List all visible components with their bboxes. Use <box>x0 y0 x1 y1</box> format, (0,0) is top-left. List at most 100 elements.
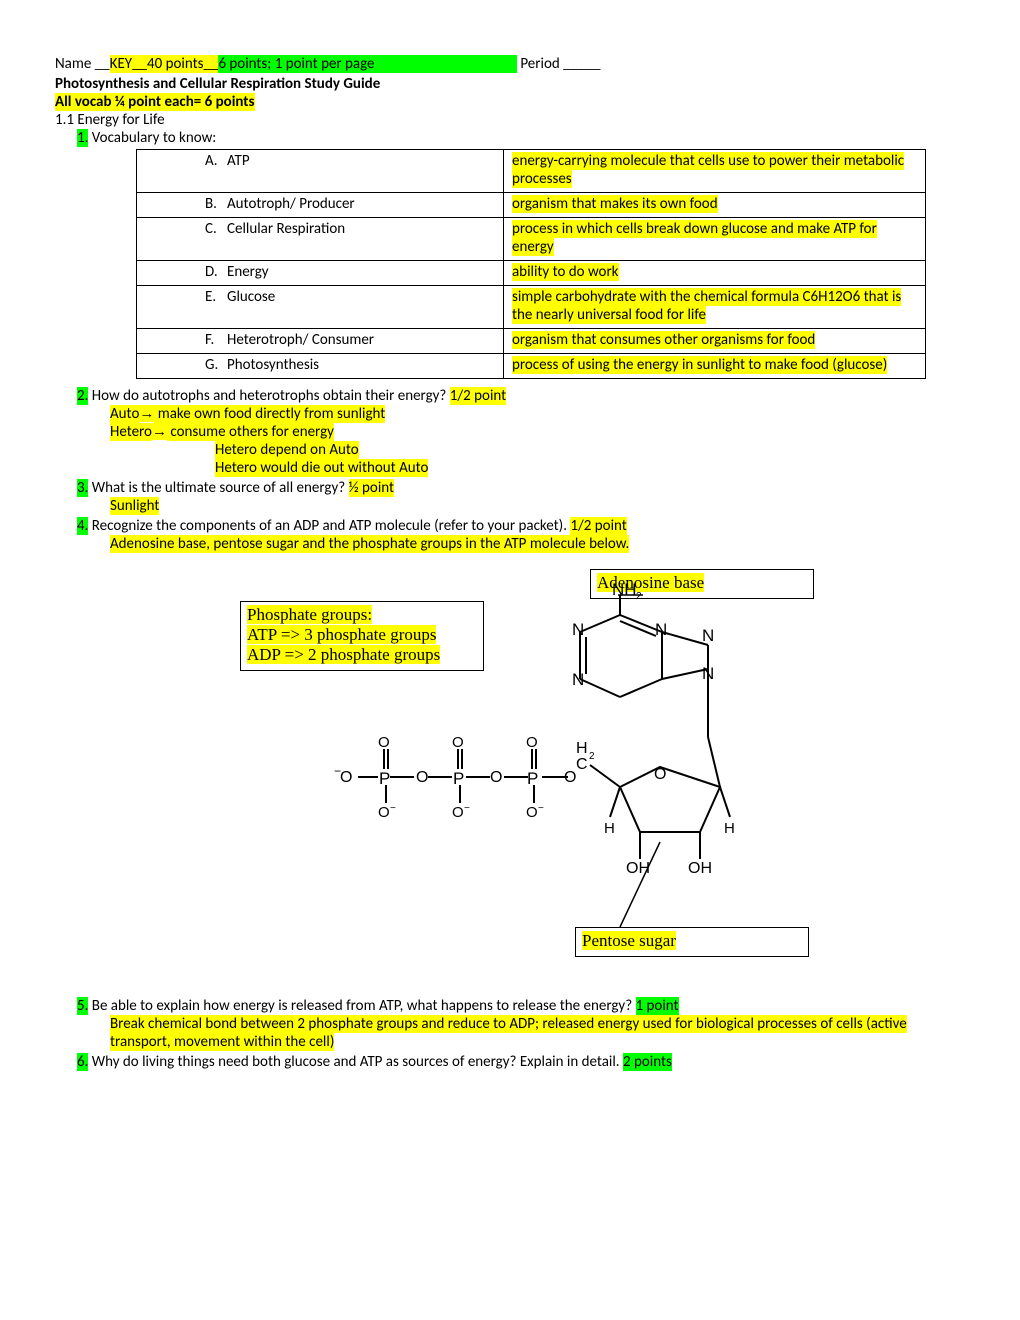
svg-text:N: N <box>572 670 584 689</box>
vocab-intro-num: 1. <box>77 129 88 147</box>
svg-text:OH: OH <box>626 860 650 877</box>
q5-text: Be able to explain how energy is release… <box>88 997 635 1015</box>
svg-text:−: − <box>538 803 544 814</box>
svg-text:2: 2 <box>589 751 595 762</box>
vocab-term: A.ATP <box>137 150 504 193</box>
svg-text:N: N <box>655 620 667 639</box>
svg-text:O: O <box>452 804 464 821</box>
q4: 4. Recognize the components of an ADP an… <box>77 517 965 535</box>
name-label: Name __ <box>55 55 110 73</box>
doc-title: Photosynthesis and Cellular Respiration … <box>55 75 965 93</box>
q3-ans-text: Sunlight <box>110 497 159 515</box>
svg-text:2: 2 <box>636 591 642 602</box>
q5-ans: Break chemical bond between 2 phosphate … <box>110 1015 965 1051</box>
q5-num: 5. <box>77 997 88 1015</box>
q6-text: Why do living things need both glucose a… <box>88 1053 623 1071</box>
q2-text: How do autotrophs and heterotrophs obtai… <box>88 387 449 405</box>
per-page: 6 points; 1 point per page <box>218 55 374 73</box>
table-row: D.Energyability to do work <box>137 261 926 286</box>
q2-a1-pre: Auto <box>110 405 139 423</box>
svg-text:OH: OH <box>688 860 712 877</box>
vocab-intro: 1. Vocabulary to know: <box>77 129 965 147</box>
atp-structure-icon: NH 2 N N N N N O H 2 C H H OH OH <box>320 577 780 937</box>
vocab-term: C.Cellular Respiration <box>137 218 504 261</box>
table-row: B.Autotroph/ Producerorganism that makes… <box>137 193 926 218</box>
q6-pts: 2 points <box>623 1053 672 1071</box>
vocab-def: energy-carrying molecule that cells use … <box>504 150 926 193</box>
q4-pts: 1/2 point <box>570 517 626 535</box>
svg-text:−: − <box>334 764 341 778</box>
q2-ans2: Hetero→ consume others for energy <box>110 423 965 441</box>
svg-text:H: H <box>604 820 615 837</box>
vocab-def: organism that makes its own food <box>504 193 926 218</box>
svg-text:O: O <box>526 734 538 751</box>
vocab-table: A.ATPenergy-carrying molecule that cells… <box>136 149 926 379</box>
svg-text:N: N <box>702 626 714 645</box>
svg-text:O: O <box>452 734 464 751</box>
q2-a4-text: Hetero would die out without Auto <box>215 459 428 477</box>
q3: 3. What is the ultimate source of all en… <box>77 479 965 497</box>
vocab-note-text: All vocab ¼ point each= 6 points <box>55 93 255 111</box>
table-row: C.Cellular Respirationprocess in which c… <box>137 218 926 261</box>
svg-text:P: P <box>453 769 464 788</box>
q2-a3-text: Hetero depend on Auto <box>215 441 359 459</box>
q4-ans-text: Adenosine base, pentose sugar and the ph… <box>110 535 629 553</box>
q3-ans: Sunlight <box>110 497 965 515</box>
table-row: A.ATPenergy-carrying molecule that cells… <box>137 150 926 193</box>
svg-text:O: O <box>378 734 390 751</box>
vocab-term: F.Heterotroph/ Consumer <box>137 329 504 354</box>
q2-ans4: Hetero would die out without Auto <box>215 459 965 477</box>
q6: 6. Why do living things need both glucos… <box>77 1053 965 1071</box>
table-row: F.Heterotroph/ Consumerorganism that con… <box>137 329 926 354</box>
green-blank <box>375 55 517 73</box>
section-heading: 1.1 Energy for Life <box>55 111 965 129</box>
svg-text:H: H <box>576 740 588 757</box>
svg-text:−: − <box>390 803 396 814</box>
q2-num: 2. <box>77 387 88 405</box>
q4-num: 4. <box>77 517 88 535</box>
period-label: Period _____ <box>517 55 601 73</box>
q2: 2. How do autotrophs and heterotrophs ob… <box>77 387 965 405</box>
arrow-icon: → <box>139 405 154 422</box>
q2-a1-post: make own food directly from sunlight <box>154 405 385 423</box>
svg-text:O: O <box>654 766 666 783</box>
q2-a2-pre: Hetero <box>110 423 152 441</box>
svg-text:O: O <box>526 804 538 821</box>
svg-text:O: O <box>490 769 502 786</box>
q6-num: 6. <box>77 1053 88 1071</box>
q4-ans: Adenosine base, pentose sugar and the ph… <box>110 535 965 553</box>
header-line: Name __KEY__40 points__6 points; 1 point… <box>55 55 965 73</box>
q2-a2-post: consume others for energy <box>167 423 334 441</box>
svg-text:O: O <box>340 769 352 786</box>
q2-ans1: Auto→ make own food directly from sunlig… <box>110 405 965 423</box>
svg-text:−: − <box>464 803 470 814</box>
svg-text:N: N <box>702 664 714 683</box>
svg-text:C: C <box>576 756 588 773</box>
table-row: E.Glucosesimple carbohydrate with the ch… <box>137 286 926 329</box>
q2-ans3: Hetero depend on Auto <box>215 441 965 459</box>
vocab-def: process of using the energy in sunlight … <box>504 354 926 379</box>
q3-text: What is the ultimate source of all energ… <box>88 479 348 497</box>
key-points: KEY__40 points__ <box>110 55 219 73</box>
vocab-intro-text: Vocabulary to know: <box>88 129 216 147</box>
atp-diagram: Adenosine base Phosphate groups: ATP => … <box>110 577 910 977</box>
svg-text:P: P <box>527 769 538 788</box>
vocab-term: D.Energy <box>137 261 504 286</box>
vocab-def: process in which cells break down glucos… <box>504 218 926 261</box>
vocab-term: G.Photosynthesis <box>137 354 504 379</box>
svg-text:O: O <box>378 804 390 821</box>
q3-pts: ½ point <box>349 479 394 497</box>
vocab-def: simple carbohydrate with the chemical fo… <box>504 286 926 329</box>
arrow-icon: → <box>152 423 167 440</box>
vocab-def: organism that consumes other organisms f… <box>504 329 926 354</box>
vocab-def: ability to do work <box>504 261 926 286</box>
svg-text:N: N <box>572 620 584 639</box>
vocab-term: E.Glucose <box>137 286 504 329</box>
svg-text:H: H <box>724 820 735 837</box>
q2-pts: 1/2 point <box>450 387 506 405</box>
q3-num: 3. <box>77 479 88 497</box>
q5-pts: 1 point <box>636 997 679 1015</box>
table-row: G.Photosynthesisprocess of using the ene… <box>137 354 926 379</box>
svg-text:NH: NH <box>612 580 637 599</box>
q5: 5. Be able to explain how energy is rele… <box>77 997 965 1015</box>
